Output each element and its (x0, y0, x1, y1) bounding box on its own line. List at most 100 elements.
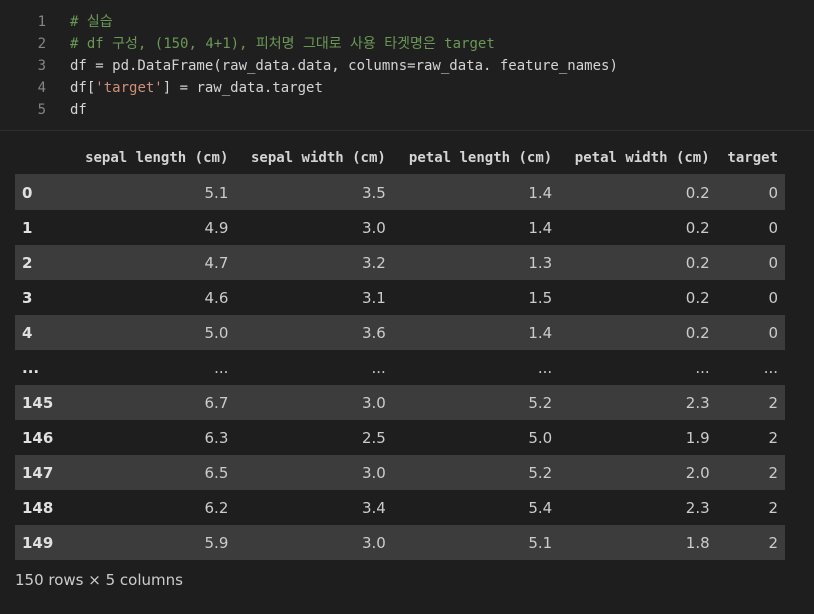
column-header: sepal length (cm) (69, 141, 236, 175)
table-row: 147 6.5 3.0 5.2 2.0 2 (15, 455, 785, 490)
code-token: # 실습 (70, 14, 113, 30)
table-cell: ... (371, 358, 386, 377)
table-cell: 0.2 (685, 218, 710, 237)
table-cell: 0 (768, 288, 778, 307)
code-line[interactable]: 3 df = pd.DataFrame(raw_data.data, column… (0, 55, 618, 77)
table-cell: 6.5 (204, 463, 229, 482)
table-cell: 4.6 (204, 288, 229, 307)
table-row: .................. (15, 350, 785, 385)
line-number: 5 (37, 102, 46, 118)
table-cell: 2.0 (685, 463, 710, 482)
table-cell: 6.2 (204, 498, 229, 517)
table-cell: 0 (768, 218, 778, 237)
table-cell: 5.2 (528, 463, 553, 482)
row-index: ... (22, 358, 40, 377)
table-cell: ... (537, 358, 553, 377)
table-cell: 0.2 (685, 183, 710, 202)
dataframe-table: sepal length (cm) sepal width (cm) petal l… (15, 141, 785, 560)
table-cell: 1.3 (528, 253, 553, 272)
row-index: 4 (22, 323, 33, 342)
line-number: 1 (37, 14, 46, 30)
table-cell: 2.3 (685, 498, 710, 517)
row-index: 0 (22, 183, 33, 202)
table-cell: ... (695, 358, 710, 377)
code-text[interactable]: # 실습 (70, 11, 113, 33)
table-cell: 0.2 (685, 323, 710, 342)
code-line[interactable]: 4 df['target'] = raw_data.target (0, 77, 323, 99)
table-cell: 0 (768, 253, 778, 272)
row-index: 147 (22, 463, 54, 482)
table-cell: 3.6 (361, 323, 386, 342)
code-line[interactable]: 1 # 실습 (0, 11, 113, 33)
row-index: 149 (22, 533, 54, 552)
table-row: 149 5.9 3.0 5.1 1.8 2 (15, 525, 785, 560)
table-cell: 2 (768, 428, 778, 447)
table-cell: 5.9 (204, 533, 229, 552)
table-row: 2 4.7 3.2 1.3 0.2 0 (15, 245, 785, 280)
table-cell: 1.4 (528, 218, 553, 237)
table-cell: 0.2 (685, 253, 710, 272)
table-row: 4 5.0 3.6 1.4 0.2 0 (15, 315, 785, 350)
code-text[interactable]: df = pd.DataFrame(raw_data.data, columns… (70, 55, 618, 77)
code-line[interactable]: 5 df (0, 99, 87, 121)
row-index: 1 (22, 218, 33, 237)
table-cell: ... (214, 358, 229, 377)
table-cell: 2 (768, 393, 778, 412)
table-cell: 5.0 (204, 323, 229, 342)
table-cell: 6.3 (204, 428, 229, 447)
table-header-row: sepal length (cm) sepal width (cm) petal l… (15, 141, 785, 175)
code-token: df[ (70, 80, 96, 96)
table-cell: 3.5 (361, 183, 386, 202)
index-header (15, 141, 69, 175)
code-token: df = pd.DataFrame(raw_data.data, columns… (70, 58, 618, 74)
table-cell: 3.1 (361, 288, 386, 307)
row-index: 146 (22, 428, 54, 447)
table-cell: 1.4 (528, 183, 553, 202)
row-index: 145 (22, 393, 54, 412)
table-cell: 5.4 (528, 498, 553, 517)
code-text[interactable]: df (70, 99, 87, 121)
table-cell: ... (763, 358, 778, 377)
row-index: 2 (22, 253, 33, 272)
table-cell: 3.0 (361, 533, 386, 552)
code-line[interactable]: 2 # df 구성, (150, 4+1), 피처명 그대로 사용 타겟명은 ta… (0, 33, 495, 55)
table-body: 0 5.1 3.5 1.4 0.2 0 1 4.9 3.0 1.4 0.2 0 2 4.7 3.2 1.3 0.… (15, 174, 785, 560)
line-number: 4 (37, 80, 46, 96)
code-token: ] = raw_data.target (162, 80, 323, 96)
table-row: 146 6.3 2.5 5.0 1.9 2 (15, 420, 785, 455)
table-cell: 1.9 (685, 428, 710, 447)
dataframe-shape: 150 rows × 5 columns (15, 571, 183, 589)
table-row: 3 4.6 3.1 1.5 0.2 0 (15, 280, 785, 315)
table-row: 148 6.2 3.4 5.4 2.3 2 (15, 490, 785, 525)
table-cell: 3.2 (361, 253, 386, 272)
table-cell: 5.2 (528, 393, 553, 412)
column-header: petal width (cm) (559, 141, 717, 175)
table-cell: 4.7 (204, 253, 229, 272)
code-text[interactable]: # df 구성, (150, 4+1), 피처명 그대로 사용 타겟명은 tar… (70, 33, 495, 55)
table-cell: 5.1 (204, 183, 229, 202)
row-index: 3 (22, 288, 33, 307)
table-cell: 3.0 (361, 463, 386, 482)
code-text[interactable]: df['target'] = raw_data.target (70, 77, 323, 99)
column-header: petal length (cm) (392, 141, 560, 175)
line-number: 2 (37, 36, 46, 52)
table-cell: 3.0 (361, 393, 386, 412)
table-cell: 1.4 (528, 323, 553, 342)
table-cell: 4.9 (204, 218, 229, 237)
table-cell: 2 (768, 498, 778, 517)
table-cell: 1.5 (528, 288, 553, 307)
table-cell: 5.0 (528, 428, 553, 447)
table-cell: 0 (768, 183, 778, 202)
table-cell: 3.0 (361, 218, 386, 237)
table-cell: 3.4 (361, 498, 386, 517)
table-cell: 1.8 (685, 533, 710, 552)
table-cell: 2.5 (361, 428, 386, 447)
table-cell: 0.2 (685, 288, 710, 307)
table-row: 145 6.7 3.0 5.2 2.3 2 (15, 385, 785, 420)
line-number: 3 (37, 58, 46, 74)
column-header: sepal width (cm) (235, 141, 393, 175)
code-cell[interactable]: 1 # 실습 2 # df 구성, (150, 4+1), 피처명 그대로 사용 타겟… (0, 0, 814, 131)
code-token: # df 구성, (150, 4+1), 피처명 그대로 사용 타겟명은 tar… (70, 36, 495, 52)
output-area: sepal length (cm) sepal width (cm) petal l… (0, 131, 814, 614)
table-row: 1 4.9 3.0 1.4 0.2 0 (15, 210, 785, 245)
